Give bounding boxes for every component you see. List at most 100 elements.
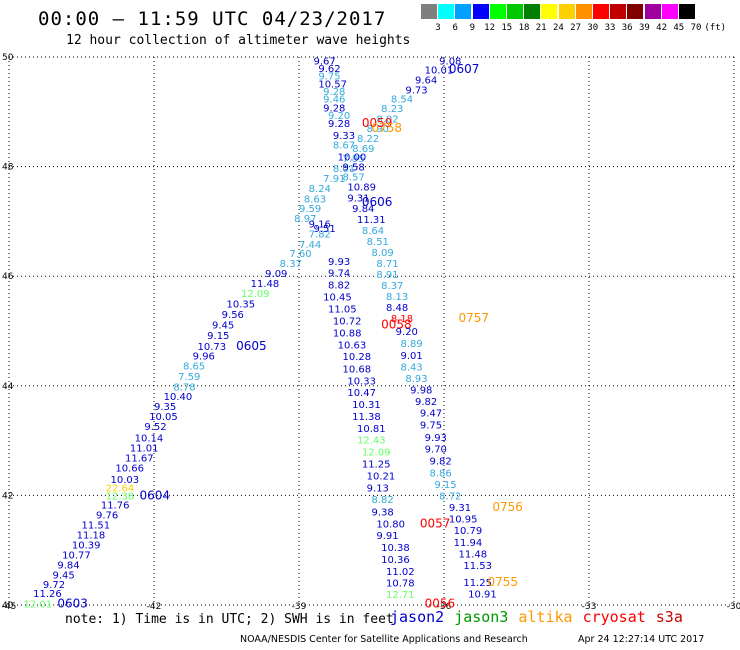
wave-height-label: 9.33: [333, 131, 355, 142]
wave-height-label: 10.79: [454, 526, 483, 537]
wave-height-label: 7.91: [323, 174, 345, 185]
pass-time-label: 0757: [459, 311, 490, 325]
wave-height-label: 12.71: [386, 590, 415, 601]
wave-height-label: 9.09: [265, 269, 287, 280]
wave-height-label: 8.57: [343, 172, 365, 183]
wave-height-label: 8.02: [376, 114, 398, 125]
wave-height-label: 8.86: [430, 468, 452, 479]
scale-swatch: [421, 4, 437, 19]
pass-time-label: 0758: [372, 121, 403, 135]
scale-swatch: [524, 4, 541, 19]
wave-height-label: 9.20: [396, 327, 418, 338]
pass-time-label: 0056: [425, 596, 456, 610]
wave-height-label: 11.18: [77, 530, 106, 541]
legend-jason3: jason3: [454, 608, 509, 626]
wave-height-label: 10.95: [449, 514, 478, 525]
wave-height-label: 9.45: [212, 320, 234, 331]
wave-height-label: 10.77: [62, 551, 91, 562]
scale-label: 3: [435, 23, 441, 33]
legend-altika: altika: [518, 608, 573, 626]
x-tick-label: -36: [437, 602, 452, 612]
wave-height-label: 9.75: [420, 421, 442, 432]
pass-time-label: 0059: [362, 116, 393, 130]
x-tick-label: -45: [2, 602, 17, 612]
scale-swatch: [679, 4, 695, 19]
wave-height-label: 11.48: [459, 549, 488, 560]
wave-height-label: 8.90: [367, 124, 389, 135]
wave-height-label: 9.31: [449, 503, 471, 514]
wave-height-label: 9.73: [405, 85, 427, 96]
scale-label: 18: [518, 23, 530, 33]
wave-height-label: 8.63: [304, 194, 326, 205]
wave-height-label: 11.31: [357, 215, 386, 226]
wave-height-label: 7.95: [343, 154, 365, 165]
wave-height-label: 8.82: [372, 495, 394, 506]
scale-swatch: [489, 4, 506, 19]
pass-time-label: 0755: [488, 575, 519, 589]
wave-height-label: 7.59: [178, 372, 200, 383]
wave-height-label: 9.64: [415, 75, 437, 86]
footer-credit: NOAA/NESDIS Center for Satellite Applica…: [240, 634, 528, 645]
wave-height-label: 8.97: [294, 214, 316, 225]
wave-height-label: 8.64: [362, 226, 384, 237]
wave-height-label: 10.05: [149, 412, 178, 423]
wave-height-label: 9.01: [401, 351, 423, 362]
wave-height-label: 9.93: [328, 257, 350, 268]
wave-height-label: 9.70: [425, 444, 447, 455]
scale-swatch: [558, 4, 575, 19]
scale-swatch: [644, 4, 661, 19]
wave-height-label: 11.76: [101, 501, 130, 512]
wave-height-label: 8.23: [381, 104, 403, 115]
wave-height-label: 10.33: [347, 376, 376, 387]
pass-time-label: 0606: [362, 195, 393, 209]
wave-height-label: 8.69: [352, 144, 374, 155]
wave-height-label: 11.94: [454, 538, 483, 549]
pass-time-label: 0603: [57, 596, 88, 610]
scale-label: 33: [604, 23, 616, 33]
wave-height-label: 9.76: [96, 511, 118, 522]
wave-height-label: 10.35: [227, 300, 256, 311]
scale-label: 27: [570, 23, 582, 33]
wave-height-label: 9.98: [410, 386, 432, 397]
page-subtitle: 12 hour collection of altimeter wave hei…: [66, 33, 411, 48]
wave-height-label: 10.00: [338, 153, 367, 164]
wave-height-label: 7.44: [299, 240, 321, 251]
wave-height-label: 11.05: [328, 305, 357, 316]
wave-height-label: 9.16: [309, 220, 331, 231]
generated-timestamp: Apr 24 12:27:14 UTC 2017: [578, 634, 705, 645]
scale-label: 30: [587, 23, 599, 33]
scale-label: 12: [484, 23, 496, 33]
scale-swatch: [575, 4, 592, 19]
wave-height-label: 11.38: [352, 412, 381, 423]
scale-swatch: [541, 4, 558, 19]
wave-height-label: 10.66: [115, 463, 144, 474]
wave-height-label: 8.89: [401, 339, 423, 350]
legend-s3a: s3a: [655, 608, 683, 626]
wave-height-label: 11.67: [125, 454, 154, 465]
wave-height-label: 8.65: [183, 362, 205, 373]
wave-height-label: 9.72: [43, 580, 65, 591]
scale-swatch: [610, 4, 627, 19]
wave-height-label: 8.48: [386, 303, 408, 314]
wave-height-label: 9.67: [314, 56, 336, 67]
wave-height-label: 8.71: [376, 259, 398, 270]
wave-height-label: 8.91: [376, 270, 398, 281]
wave-height-label: 10.36: [381, 555, 410, 566]
wave-height-label: 11.25: [362, 460, 391, 471]
wave-height-label: 8.51: [367, 237, 389, 248]
wave-height-label: 9.08: [439, 56, 461, 67]
pass-time-label: 0057: [420, 516, 451, 530]
y-tick-label: 40: [2, 601, 14, 611]
wave-height-label: 10.01: [425, 66, 454, 77]
scale-unit: (ft): [704, 23, 727, 33]
wave-height-label: 7.60: [289, 249, 311, 260]
wave-height-label: 10.39: [72, 541, 101, 552]
wave-height-label: 8.43: [401, 363, 423, 374]
wave-height-label: 9.28: [328, 119, 350, 130]
wave-height-label: 9.91: [376, 531, 398, 542]
scale-swatch: [593, 4, 609, 19]
wave-height-label: 9.62: [318, 64, 340, 75]
wave-height-label: 9.59: [299, 204, 321, 215]
wave-height-label: 9.45: [53, 570, 75, 581]
wave-height-label: 11.51: [82, 520, 111, 531]
